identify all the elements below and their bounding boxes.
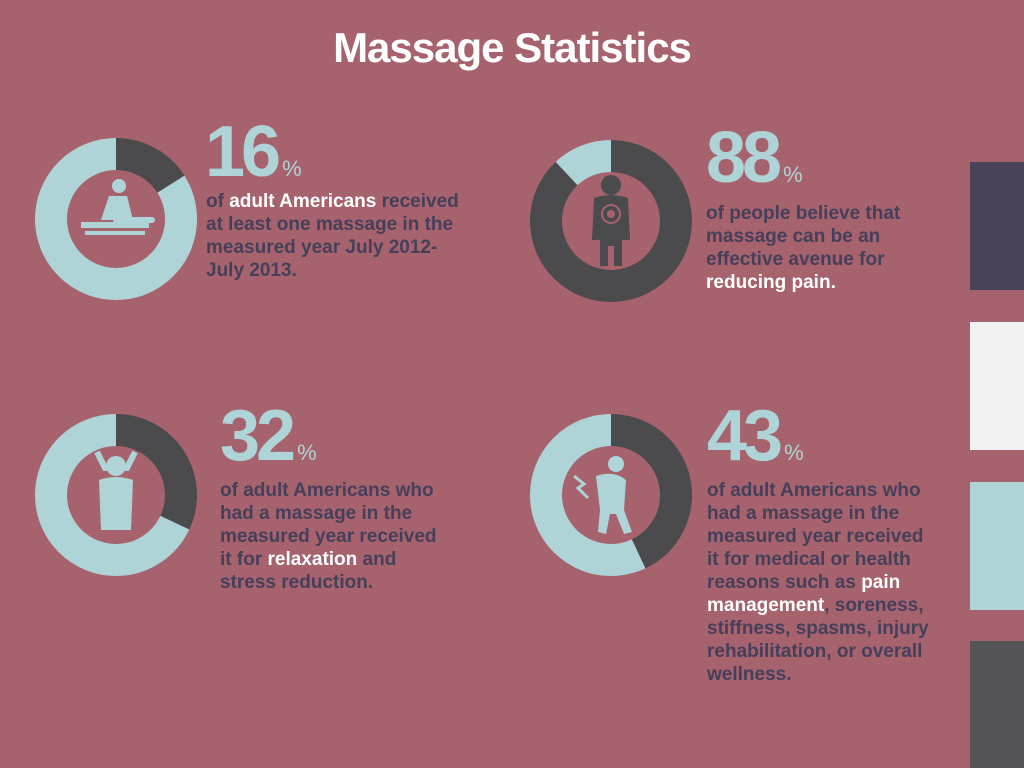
color-swatch-white	[970, 322, 1024, 450]
massage-table-icon	[72, 175, 160, 263]
donut-chart-believe-pain-relief	[530, 140, 692, 302]
color-swatch-dark-gray	[970, 641, 1024, 768]
page-title: Massage Statistics	[333, 24, 692, 71]
stat-value: 43%	[707, 396, 804, 476]
donut-chart-adults-received	[35, 138, 197, 300]
donut-slice-remainder	[530, 414, 692, 576]
stat-description: of adult Americans received at least one…	[206, 191, 459, 281]
donut-slice-remainder	[35, 414, 197, 576]
donut-slice-remainder	[35, 138, 197, 300]
donut-chart-relaxation	[35, 414, 197, 576]
stat-description: of people believe that massage can be an…	[706, 203, 901, 293]
stat-description: of adult Americans who had a massage in …	[220, 480, 437, 593]
donut-slice-remainder	[530, 140, 692, 302]
stat-description: of adult Americans who had a massage in …	[707, 480, 929, 685]
donut-chart-medical-reasons	[530, 414, 692, 576]
stat-value: 88%	[706, 118, 803, 198]
back-pain-icon	[567, 451, 655, 539]
color-swatch-light-blue	[970, 482, 1024, 610]
stat-value: 16%	[205, 112, 302, 192]
relaxing-person-icon	[72, 450, 160, 539]
body-pain-icon	[567, 175, 655, 266]
color-swatch-dark-purple	[970, 162, 1024, 290]
stat-value: 32%	[220, 396, 317, 476]
